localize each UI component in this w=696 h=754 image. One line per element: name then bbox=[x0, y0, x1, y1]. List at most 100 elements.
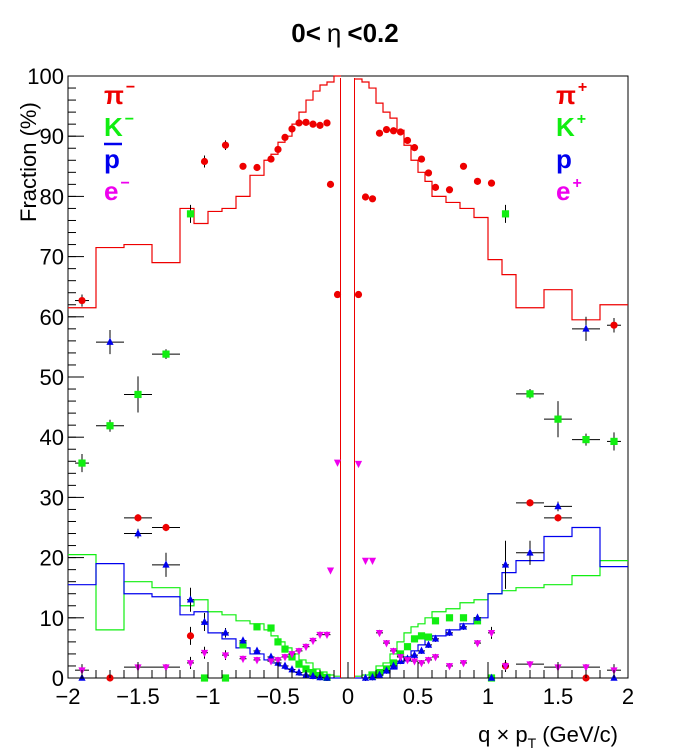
kaon-point bbox=[253, 623, 261, 631]
y-tick-label: 10 bbox=[40, 606, 64, 631]
electron-point bbox=[431, 653, 440, 662]
pion-model-pos-curve bbox=[355, 78, 628, 321]
pion-point bbox=[333, 290, 342, 299]
x-tick-label: −2 bbox=[55, 684, 80, 709]
pion-point bbox=[403, 136, 412, 145]
pion-model-neg-curve bbox=[68, 75, 341, 309]
x-tick-label: −0.5 bbox=[256, 684, 299, 709]
y-tick-label: 20 bbox=[40, 546, 64, 571]
x-axis-ticks: −2 −1.5 −1 −0.5 0 0.5 1 1.5 2 bbox=[55, 662, 634, 709]
data-points bbox=[75, 118, 621, 682]
pion-point bbox=[274, 145, 282, 154]
proton-point bbox=[361, 673, 370, 682]
legend-positive: π +K +pe + bbox=[556, 79, 587, 206]
legend-entry: p bbox=[556, 144, 572, 174]
electron-point bbox=[333, 459, 342, 467]
electron-point bbox=[253, 656, 261, 665]
pion-point bbox=[368, 195, 377, 203]
kaon-point bbox=[75, 454, 89, 473]
title-eta: η bbox=[327, 18, 341, 48]
x-axis-label: q × pT (GeV/c) bbox=[478, 722, 618, 751]
x-tick-label: 1.5 bbox=[543, 684, 574, 709]
electron-point bbox=[389, 647, 398, 656]
electron-point bbox=[354, 460, 363, 469]
electron-point bbox=[239, 655, 247, 664]
pion-point bbox=[186, 626, 195, 645]
y-tick-label: 0 bbox=[52, 666, 64, 691]
proton-point bbox=[431, 634, 440, 642]
kaon-point bbox=[501, 204, 510, 223]
legend-entry: K − bbox=[104, 111, 134, 142]
electron-point bbox=[295, 647, 303, 656]
kaon-point bbox=[544, 401, 572, 438]
kaon-point bbox=[96, 419, 124, 432]
y-tick-label: 90 bbox=[40, 124, 64, 149]
model-histograms bbox=[68, 75, 628, 679]
x-label-unit: (GeV/c) bbox=[542, 722, 618, 747]
pion-point bbox=[267, 155, 275, 163]
proton-point bbox=[516, 540, 544, 565]
proton-point bbox=[459, 622, 468, 630]
pion-point bbox=[459, 162, 468, 170]
pion-point bbox=[281, 133, 289, 142]
electron-point bbox=[473, 640, 482, 648]
electron-point bbox=[323, 631, 331, 640]
proton-point bbox=[382, 666, 391, 674]
proton-point bbox=[410, 650, 419, 659]
y-tick-label: 60 bbox=[40, 305, 64, 330]
pion-point bbox=[239, 162, 247, 170]
proton-point bbox=[544, 501, 572, 512]
pion-point bbox=[424, 169, 433, 177]
proton-point bbox=[200, 612, 209, 632]
title-part-right: <0.2 bbox=[347, 18, 398, 48]
proton-point bbox=[501, 540, 510, 589]
pion-point bbox=[295, 119, 303, 127]
electron-point bbox=[459, 659, 468, 668]
legend-entry: K + bbox=[556, 111, 586, 142]
y-tick-label: 100 bbox=[27, 64, 64, 89]
proton-point bbox=[375, 670, 384, 678]
plot-area: −2 −1.5 −1 −0.5 0 0.5 1 1.5 2 0 10 20 30 40 50 60 70 80 9… bbox=[27, 64, 634, 709]
kaon-point bbox=[424, 633, 433, 641]
kaon-point bbox=[410, 635, 419, 643]
electron-point bbox=[309, 637, 317, 646]
y-axis-ticks: 0 10 20 30 40 50 60 70 80 90 100 bbox=[27, 64, 84, 691]
proton-point bbox=[309, 671, 317, 680]
proton-point bbox=[152, 552, 180, 577]
kaon-point bbox=[516, 389, 544, 399]
pion-point bbox=[361, 193, 370, 201]
proton-point bbox=[295, 668, 303, 676]
electron-point bbox=[288, 650, 296, 659]
proton-point bbox=[281, 661, 289, 669]
electron-point bbox=[200, 646, 209, 659]
pion-point bbox=[200, 155, 209, 168]
y-tick-label: 30 bbox=[40, 485, 64, 510]
pion-point bbox=[302, 118, 310, 126]
electron-point bbox=[316, 631, 324, 640]
pion-point bbox=[152, 523, 180, 532]
pion-point bbox=[375, 129, 384, 137]
legend-entry: π − bbox=[104, 79, 135, 110]
pion-point bbox=[516, 499, 544, 507]
proton-point bbox=[96, 330, 124, 355]
pion-point bbox=[382, 125, 391, 134]
proton-point bbox=[417, 646, 426, 654]
proton-point bbox=[221, 628, 230, 638]
electron-point bbox=[424, 656, 433, 665]
pion-point bbox=[323, 119, 331, 127]
x-tick-label: 0.5 bbox=[403, 684, 434, 709]
electron-point bbox=[410, 658, 419, 666]
x-tick-label: 1 bbox=[482, 684, 494, 709]
pion-point bbox=[389, 127, 398, 135]
x-tick-label: 2 bbox=[622, 684, 634, 709]
kaon-point bbox=[124, 376, 152, 413]
pion-point bbox=[124, 514, 152, 522]
kaon-point bbox=[295, 660, 303, 668]
electron-point bbox=[572, 664, 600, 672]
electron-point bbox=[152, 664, 180, 672]
proton-point bbox=[124, 528, 152, 539]
electron-point bbox=[382, 640, 391, 648]
electron-point bbox=[487, 626, 496, 639]
pion-point bbox=[410, 144, 419, 152]
electron-point bbox=[186, 656, 195, 669]
